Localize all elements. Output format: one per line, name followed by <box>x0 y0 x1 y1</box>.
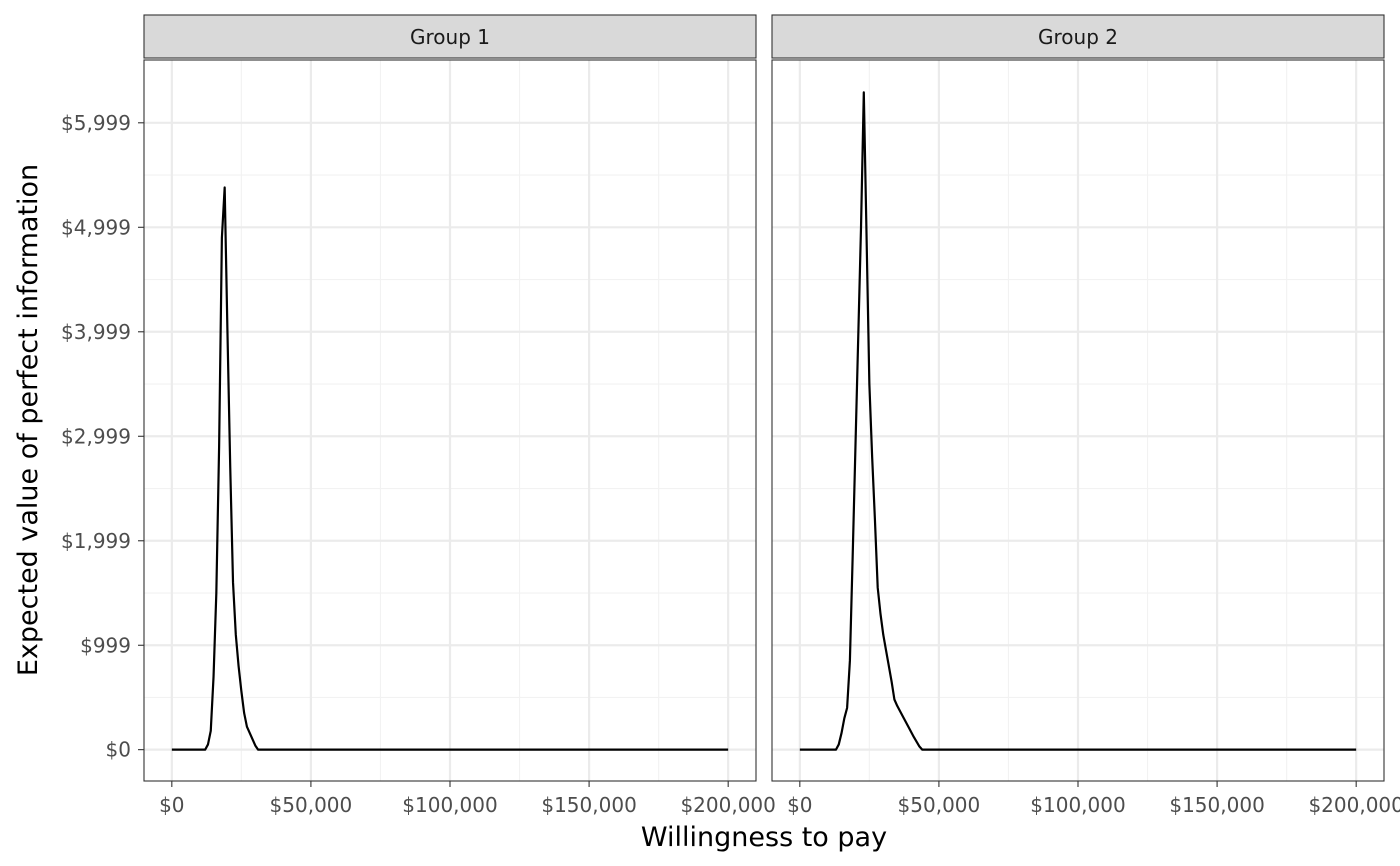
evpi-line-group-1 <box>171 186 729 751</box>
x-tick-label: $50,000 <box>270 793 353 817</box>
y-tick-label: $2,999 <box>61 424 131 448</box>
strip-label-group-1: Group 1 <box>410 25 490 49</box>
y-tick-label: $0 <box>106 738 131 762</box>
y-axis-title: Expected value of perfect information <box>13 164 44 676</box>
y-tick-label: $4,999 <box>61 215 131 239</box>
x-tick-label: $50,000 <box>898 793 981 817</box>
x-tick-label: $0 <box>787 793 812 817</box>
grid-lines <box>772 60 1384 781</box>
x-tick-label: $0 <box>159 793 184 817</box>
y-tick-label: $999 <box>80 633 131 657</box>
strip-label-group-2: Group 2 <box>1038 25 1118 49</box>
x-axis-title: Willingness to pay <box>641 822 887 853</box>
x-tick-label: $150,000 <box>1169 793 1264 817</box>
panel-group-2: Group 2 <box>771 14 1385 782</box>
x-tick-label: $150,000 <box>541 793 636 817</box>
y-tick-label: $5,999 <box>61 111 131 135</box>
y-tick-label: $1,999 <box>61 529 131 553</box>
x-tick-label: $100,000 <box>1030 793 1125 817</box>
x-tick-label: $100,000 <box>402 793 497 817</box>
evpi-line-group-2 <box>799 91 1357 751</box>
x-tick-label: $200,000 <box>680 793 775 817</box>
panel-group-1: Group 1 <box>143 14 757 782</box>
strip-background <box>143 14 757 59</box>
x-tick-label: $200,000 <box>1308 793 1400 817</box>
strip-background <box>771 14 1385 59</box>
x-axis: $0 $50,000 $100,000 $150,000 $200,000 $0 $50,0… <box>159 781 1400 817</box>
y-axis: $0 $999 $1,999 $2,999 $3,999 $4,999 $5,999 <box>61 111 144 762</box>
y-tick-label: $3,999 <box>61 320 131 344</box>
